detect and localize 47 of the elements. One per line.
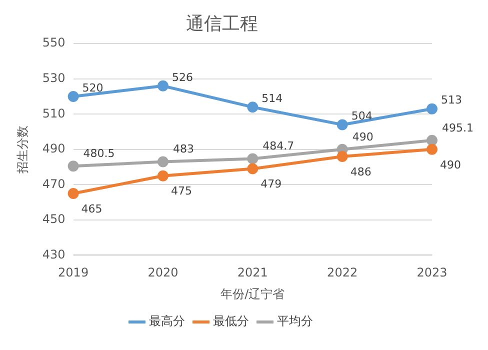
point [157, 170, 168, 182]
y-tick-label: 510 [42, 106, 66, 120]
legend-label: 最低分 [213, 314, 249, 328]
data-label: 475 [170, 184, 192, 198]
data-label: 486 [350, 165, 372, 178]
point [68, 91, 79, 102]
point [426, 134, 438, 146]
point [336, 150, 348, 162]
y-tick-label: 450 [42, 212, 66, 226]
y-axis-title: 招生分数 [15, 125, 30, 174]
x-tick-label: 2020 [148, 266, 178, 280]
chart-title: 通信工程 [186, 13, 258, 34]
data-label: 513 [441, 94, 462, 107]
point [157, 156, 168, 168]
data-label: 495.1 [442, 121, 474, 134]
data-label: 479 [260, 178, 282, 191]
y-tick-label: 490 [42, 142, 66, 156]
legend-label: 平均分 [277, 314, 313, 328]
y-tick-label: 550 [42, 36, 66, 50]
x-axis-title: 年份/辽宁省 [220, 286, 285, 301]
point [68, 188, 79, 199]
point [426, 103, 438, 114]
data-label: 490 [440, 158, 461, 172]
data-label: 483 [172, 142, 194, 156]
y-tick-label: 470 [42, 176, 66, 191]
legend-label: 最高分 [149, 314, 185, 328]
point [247, 153, 258, 164]
data-label: 504 [351, 110, 372, 123]
x-tick-label: 2021 [237, 266, 268, 280]
y-tick-label: 430 [42, 247, 66, 262]
point [157, 80, 168, 92]
x-tick-label: 2023 [416, 266, 448, 280]
x-tick-label: 2022 [327, 266, 358, 280]
data-label: 480.5 [83, 147, 115, 160]
point [426, 144, 438, 155]
data-label: 520 [82, 81, 104, 94]
data-label: 484.7 [262, 140, 294, 153]
point [68, 160, 79, 172]
data-label: 490 [352, 130, 374, 144]
data-label: 465 [81, 202, 102, 216]
data-label: 526 [172, 70, 193, 84]
point [247, 102, 258, 113]
point [247, 163, 258, 174]
y-tick-label: 530 [42, 70, 66, 85]
x-tick-label: 2019 [58, 266, 89, 280]
data-label: 514 [262, 92, 283, 105]
point [336, 119, 348, 130]
